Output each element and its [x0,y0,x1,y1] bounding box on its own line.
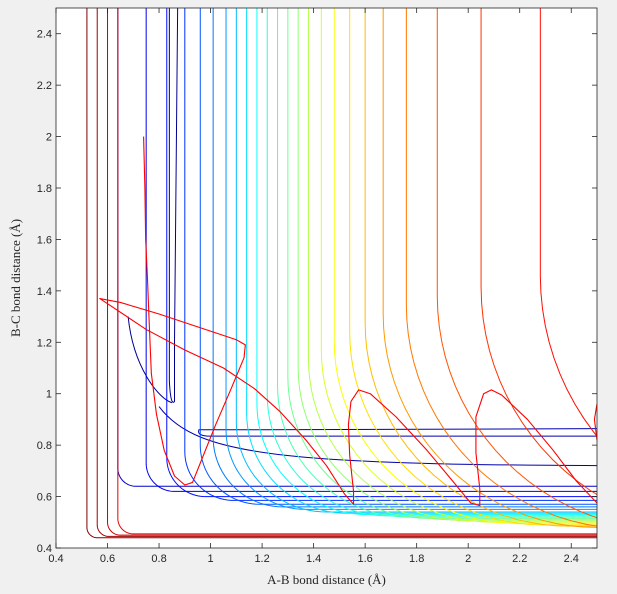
trajectory-line [99,136,597,507]
y-tick-label: 0.4 [37,543,52,555]
contour-line [436,8,597,519]
y-tick-label: 0.8 [37,440,52,452]
y-tick-label: 2 [46,132,52,144]
contour-line [145,8,597,492]
trajectory-group [99,136,597,507]
x-tick-label: 0.4 [48,553,63,565]
contour-line [184,8,597,501]
y-axis-ticks: 0.4 0.6 0.8 1 1.2 1.4 1.6 1.8 2 2.2 2.4 [37,29,597,555]
y-tick-label: 2.2 [37,80,52,92]
contour-line [287,8,597,519]
contour-line [96,8,597,537]
contour-line [333,8,597,525]
x-tick-label: 0.6 [100,553,115,565]
contour-line [235,8,597,513]
y-tick-label: 1.6 [37,234,52,246]
contour-line [212,8,597,508]
x-tick-label: 1.6 [357,553,372,565]
x-tick-label: 1.4 [306,553,321,565]
contour-line [382,8,597,528]
y-tick-label: 0.6 [37,492,52,504]
contour-lines [86,8,597,539]
contour-line [297,8,597,521]
x-tick-label: 2.4 [564,553,579,565]
x-axis-title: A-B bond distance (Å) [267,572,386,587]
contour-line [127,8,179,404]
contour-line [225,8,597,510]
contour-line [166,8,597,498]
x-tick-label: 2.2 [512,553,527,565]
contour-line [117,8,597,535]
contour-line [246,8,597,514]
contour-line [480,8,597,496]
x-tick-label: 2 [465,553,471,565]
x-tick-label: 1.8 [409,553,424,565]
contour-line [307,8,597,522]
contour-line [320,8,597,523]
y-axis-title: B-C bond distance (Å) [8,219,23,337]
contour-line [199,8,597,505]
x-tick-label: 1.2 [254,553,269,565]
trajectory-tail [593,403,597,441]
contour-line [107,8,597,536]
contour-line [256,8,597,516]
plot-frame [55,7,598,549]
contour-line [405,8,597,527]
plot-area [56,8,597,548]
contour-line [539,8,597,437]
contour-line [86,8,597,539]
contour-line [364,8,597,527]
contour-line [349,8,597,526]
contour-line [266,8,597,517]
x-axis-ticks: 0.4 0.6 0.8 1 1.2 1.4 1.6 1.8 2 2.2 2.4 [48,8,579,565]
y-tick-label: 1.4 [37,286,52,298]
x-tick-label: 0.8 [151,553,166,565]
y-tick-label: 2.4 [37,29,52,41]
x-tick-label: 1 [208,553,214,565]
contour-line [277,8,597,518]
y-tick-label: 1 [46,389,52,401]
y-tick-label: 1.2 [37,337,52,349]
y-tick-label: 1.8 [37,183,52,195]
